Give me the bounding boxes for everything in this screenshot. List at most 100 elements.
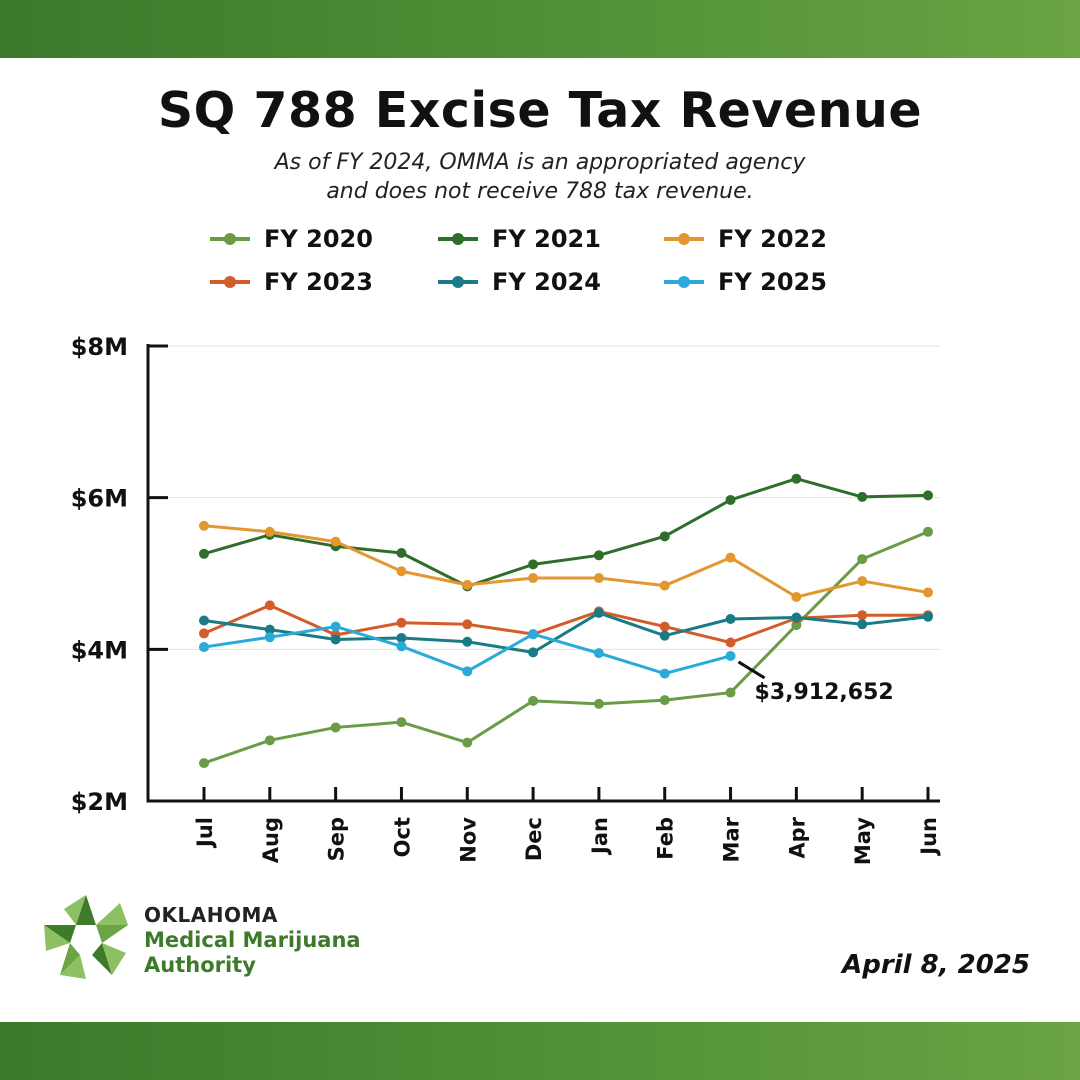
data-point-fy-2025 [199, 642, 209, 653]
data-point-fy-2020 [725, 687, 736, 698]
bottom-banner [0, 1022, 1080, 1080]
data-point-fy-2021 [396, 548, 407, 559]
publish-date: April 8, 2025 [842, 950, 1030, 980]
x-tick-label-oct: Oct [390, 817, 414, 857]
annotation-label: $3,912,652 [755, 680, 894, 705]
data-point-fy-2025 [396, 641, 407, 652]
data-point-fy-2024 [462, 636, 473, 647]
legend-label: FY 2022 [718, 225, 827, 253]
data-point-fy-2021 [791, 473, 802, 484]
data-point-fy-2022 [857, 576, 868, 587]
data-point-fy-2022 [593, 573, 604, 584]
data-point-fy-2021 [725, 494, 736, 505]
data-point-fy-2022 [791, 592, 802, 603]
chart-subtitle: As of FY 2024, OMMA is an appropriated a… [0, 148, 1080, 206]
data-point-fy-2021 [857, 491, 868, 502]
star-emblem-icon [44, 895, 128, 979]
x-tick-label-feb: Feb [654, 817, 678, 860]
x-tick-label-jun: Jun [917, 817, 941, 857]
y-tick-label: $4M [71, 636, 128, 664]
data-point-fy-2024 [396, 632, 407, 643]
data-point-fy-2023 [462, 619, 473, 630]
x-tick-label-may: May [851, 817, 875, 865]
x-tick-label-jan: Jan [588, 817, 612, 856]
data-point-fy-2024 [659, 630, 670, 641]
legend-label: FY 2020 [264, 225, 373, 253]
data-point-fy-2024 [791, 612, 802, 623]
org-name-line-3: Authority [144, 953, 256, 977]
data-point-fy-2023 [396, 617, 407, 628]
series-line-fy-2024 [203, 611, 929, 654]
org-name-line-2: Medical Marijuana [144, 928, 361, 952]
subtitle-line-2: and does not receive 788 tax revenue. [326, 179, 754, 204]
legend-label: FY 2025 [718, 268, 827, 296]
data-point-fy-2020 [396, 717, 407, 728]
data-point-fy-2020 [199, 758, 209, 769]
x-tick-label-dec: Dec [522, 817, 546, 861]
data-point-fy-2025 [725, 650, 736, 661]
data-point-fy-2020 [462, 737, 473, 748]
legend-swatch [210, 233, 250, 245]
data-point-fy-2022 [923, 587, 933, 598]
data-point-fy-2020 [857, 554, 868, 565]
legend-item-fy-2020: FY 2020 [210, 222, 373, 256]
data-point-fy-2022 [462, 579, 473, 590]
data-point-fy-2024 [857, 619, 868, 630]
x-tick-label-jul: Jul [193, 817, 217, 849]
chart-title: SQ 788 Excise Tax Revenue [157, 82, 923, 139]
data-point-fy-2022 [725, 552, 736, 563]
data-point-fy-2021 [593, 550, 604, 561]
data-point-fy-2021 [659, 531, 670, 542]
legend-swatch [438, 233, 478, 245]
data-point-fy-2024 [330, 634, 341, 645]
legend-item-fy-2024: FY 2024 [438, 265, 601, 299]
y-tick-label: $6M [71, 485, 128, 513]
data-point-fy-2023 [659, 621, 670, 632]
legend-swatch [664, 233, 704, 245]
x-tick-label-aug: Aug [259, 817, 283, 863]
data-point-fy-2022 [396, 566, 407, 577]
legend-item-fy-2021: FY 2021 [438, 222, 601, 256]
data-point-fy-2024 [923, 611, 933, 622]
data-point-fy-2024 [593, 607, 604, 618]
data-point-fy-2024 [528, 647, 539, 658]
data-point-fy-2021 [199, 548, 209, 559]
data-point-fy-2020 [330, 722, 341, 733]
x-tick-label-sep: Sep [325, 817, 349, 861]
x-tick-label-mar: Mar [720, 816, 744, 862]
data-point-fy-2023 [857, 610, 868, 621]
data-point-fy-2022 [659, 580, 670, 591]
data-point-fy-2020 [659, 695, 670, 706]
data-point-fy-2020 [593, 698, 604, 709]
y-tick-label: $8M [71, 333, 128, 361]
annotation-leader [737, 660, 766, 680]
legend-label: FY 2021 [492, 225, 601, 253]
subtitle-line-1: As of FY 2024, OMMA is an appropriated a… [274, 150, 806, 175]
data-point-fy-2022 [199, 520, 209, 531]
series-line-fy-2022 [203, 524, 929, 599]
data-point-fy-2025 [593, 648, 604, 659]
data-point-fy-2025 [528, 629, 539, 640]
data-point-fy-2022 [264, 526, 275, 537]
data-point-fy-2020 [528, 695, 539, 706]
data-point-fy-2021 [528, 559, 539, 570]
legend-item-fy-2023: FY 2023 [210, 265, 373, 299]
legend-label: FY 2023 [264, 268, 373, 296]
x-tick-label-nov: Nov [456, 817, 480, 863]
x-tick-label-apr: Apr [785, 816, 809, 858]
data-point-fy-2025 [462, 666, 473, 677]
chart-legend: FY 2020 FY 2021 FY 2022 FY 2023 FY 2024 FY 20… [210, 222, 870, 302]
data-point-fy-2024 [199, 615, 209, 626]
series-line-fy-2020 [203, 530, 929, 765]
data-point-fy-2025 [330, 621, 341, 632]
org-name: OKLAHOMA Medical Marijuana Authority [144, 903, 361, 978]
legend-label: FY 2024 [492, 268, 601, 296]
data-point-fy-2021 [923, 490, 933, 501]
legend-swatch [210, 276, 250, 288]
data-point-fy-2023 [725, 637, 736, 648]
data-point-fy-2020 [923, 526, 933, 537]
data-point-fy-2022 [330, 536, 341, 547]
data-point-fy-2025 [264, 632, 275, 643]
data-point-fy-2023 [264, 600, 275, 611]
data-point-fy-2023 [199, 628, 209, 639]
